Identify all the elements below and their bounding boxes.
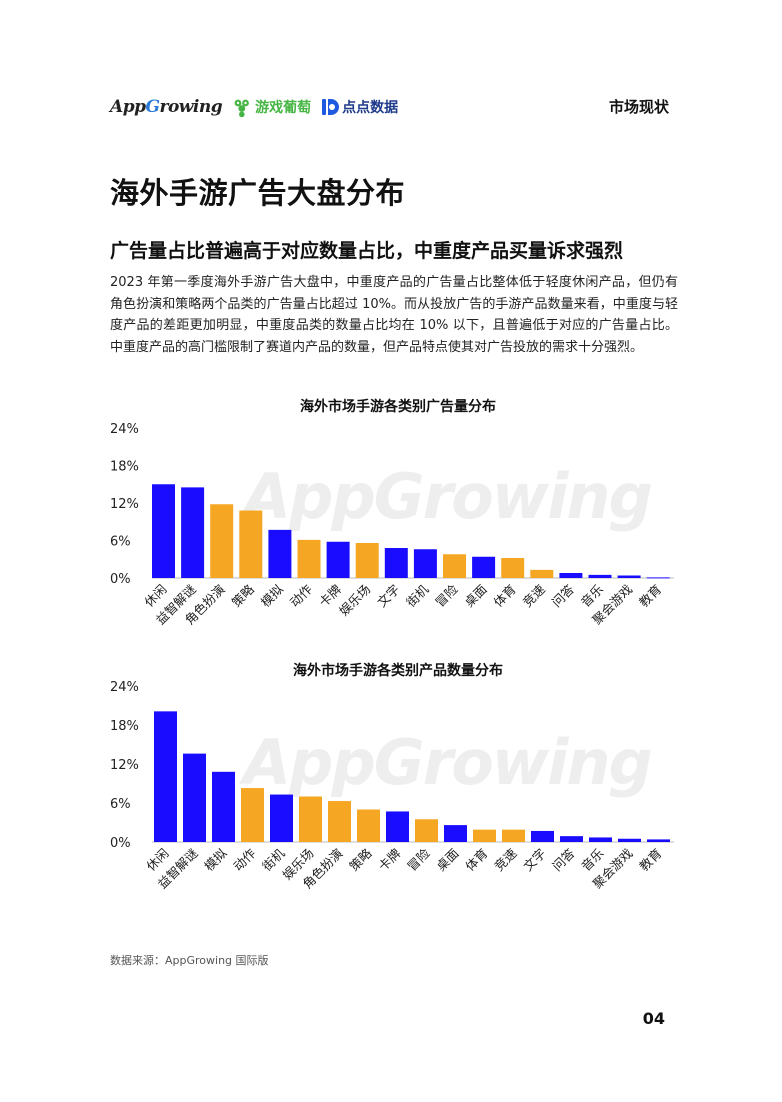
x-tick-label: 体育 (462, 846, 490, 874)
x-tick-label: 桌面 (433, 846, 461, 874)
youxiputao-logo: 游戏葡萄 (232, 96, 311, 118)
bar (154, 711, 177, 842)
bar (386, 811, 409, 842)
bar (444, 825, 467, 842)
bar (297, 539, 321, 578)
x-tick-label: 问答 (549, 845, 578, 874)
y-tick-label: 0% (110, 836, 131, 851)
bar (415, 819, 438, 842)
bar (328, 801, 351, 842)
x-tick-label: 街机 (403, 581, 432, 610)
bar (270, 794, 293, 842)
x-tick-label: 冒险 (404, 845, 433, 874)
y-tick-label: 12% (110, 497, 139, 512)
chart-title: 海外市场手游各类别广告量分布 (300, 399, 496, 415)
bar (268, 529, 292, 578)
bar (589, 837, 612, 842)
bar (210, 504, 234, 578)
bar (181, 487, 205, 578)
x-tick-label: 竞速 (491, 845, 520, 874)
bar (531, 830, 554, 842)
y-tick-label: 24% (110, 422, 139, 437)
y-tick-label: 18% (110, 719, 139, 734)
bar (299, 796, 322, 842)
x-tick-label: 桌面 (461, 582, 489, 610)
bar (241, 788, 264, 842)
x-tick-label: 策略 (229, 581, 258, 610)
bar (326, 541, 350, 578)
section-subtitle: 广告量占比普遍高于对应数量占比，中重度产品买量诉求强烈 (110, 240, 624, 262)
diandian-logo: 点点数据 (321, 97, 398, 117)
x-tick-label: 模拟 (201, 845, 230, 874)
x-tick-label: 文字 (520, 846, 548, 874)
bar (647, 839, 670, 842)
body-paragraph: 2023 年第一季度海外手游广告大盘中，中重度产品的广告量占比整体低于轻度休闲产… (110, 275, 678, 355)
bar (473, 829, 496, 842)
x-tick-label: 卡牌 (375, 846, 403, 874)
x-tick-label: 模拟 (258, 581, 287, 610)
bar (152, 484, 175, 578)
y-tick-label: 0% (110, 572, 131, 587)
x-tick-label: 文字 (374, 582, 402, 610)
bar (355, 543, 379, 578)
x-tick-label: 问答 (549, 581, 578, 610)
appgrowing-logo: AppGrowing (110, 97, 223, 117)
bar (588, 574, 612, 578)
bar (212, 771, 235, 842)
bar (239, 510, 263, 578)
x-tick-label: 教育 (636, 582, 664, 610)
x-tick-label: 冒险 (432, 581, 461, 610)
page-title: 海外手游广告大盘分布 (110, 176, 406, 210)
bar (617, 575, 641, 578)
x-tick-label: 竞速 (520, 581, 549, 610)
bar (357, 809, 380, 842)
header-logos: AppGrowing 游戏葡萄 点点数据 (110, 92, 398, 122)
page-number: 04 (642, 1009, 665, 1028)
diandian-icon (322, 99, 340, 115)
y-tick-label: 6% (110, 535, 131, 550)
bar (501, 558, 525, 578)
x-tick-label: 策略 (346, 845, 375, 874)
y-tick-label: 6% (110, 797, 131, 812)
bar (618, 838, 641, 842)
y-tick-label: 12% (110, 758, 139, 773)
bar (502, 829, 525, 842)
bar (413, 549, 437, 578)
watermark: AppGrowing (243, 726, 653, 799)
bar (646, 577, 670, 579)
watermark: AppGrowing (243, 460, 653, 533)
bar (472, 556, 496, 578)
x-tick-label: 教育 (636, 846, 664, 874)
bar (560, 836, 583, 842)
product-count-chart: 海外市场手游各类别产品数量分布 AppGrowing 0% 6% 12% 18% 24%… (108, 656, 688, 906)
y-tick-label: 24% (110, 680, 139, 695)
bar (559, 573, 583, 578)
section-tag: 市场现状 (608, 98, 669, 116)
grape-icon (234, 99, 250, 118)
ad-volume-chart: 海外市场手游各类别广告量分布 AppGrowing 0% 6% 12% 18% 24% 休… (108, 392, 688, 642)
bar (443, 554, 466, 578)
bar (384, 548, 408, 578)
bar (530, 569, 554, 578)
x-tick-label: 娱乐场 (336, 582, 373, 619)
x-tick-label: 动作 (230, 845, 259, 874)
x-tick-label: 体育 (491, 582, 519, 610)
data-source-note: 数据来源：AppGrowing 国际版 (110, 954, 269, 967)
chart-title: 海外市场手游各类别产品数量分布 (293, 663, 503, 679)
bar (183, 753, 206, 842)
y-tick-label: 18% (110, 460, 139, 475)
x-tick-label: 动作 (287, 581, 316, 610)
